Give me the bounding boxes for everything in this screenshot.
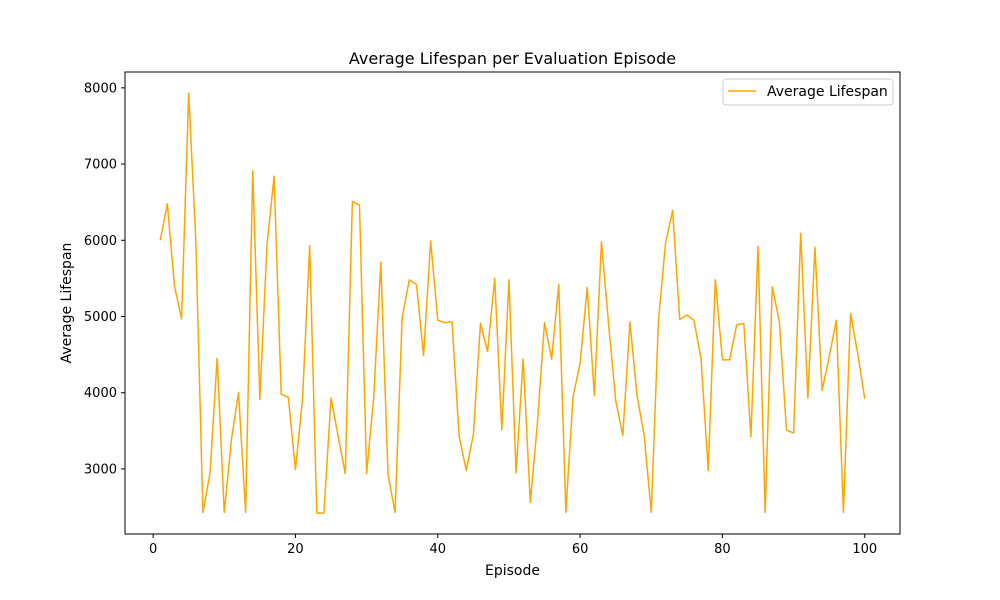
x-tick-label: 40: [430, 542, 447, 557]
y-tick-label: 3000: [84, 462, 117, 477]
x-tick-label: 60: [572, 542, 589, 557]
y-tick-label: 7000: [84, 158, 117, 173]
y-tick-label: 4000: [84, 386, 117, 401]
chart-title: Average Lifespan per Evaluation Episode: [349, 49, 676, 68]
x-tick-label: 0: [149, 542, 157, 557]
x-tick-label: 80: [714, 542, 731, 557]
legend: Average Lifespan: [722, 78, 894, 106]
y-tick-label: 5000: [84, 310, 117, 325]
y-tick-label: 6000: [84, 234, 117, 249]
y-tick-label: 8000: [84, 81, 117, 96]
x-axis-label: Episode: [485, 563, 540, 579]
x-tick-label: 100: [852, 542, 877, 557]
x-axis-ticks: 0 20 40 60 80 100: [149, 534, 877, 557]
plot-area-frame: [124, 71, 901, 535]
y-axis-ticks: 3000 4000 5000 6000 7000 8000: [84, 81, 125, 477]
legend-box: [722, 78, 894, 106]
x-tick-label: 20: [287, 542, 304, 557]
series-line-average-lifespan: [159, 92, 866, 514]
y-axis-label: Average Lifespan: [59, 243, 75, 364]
legend-label: Average Lifespan: [767, 84, 888, 100]
